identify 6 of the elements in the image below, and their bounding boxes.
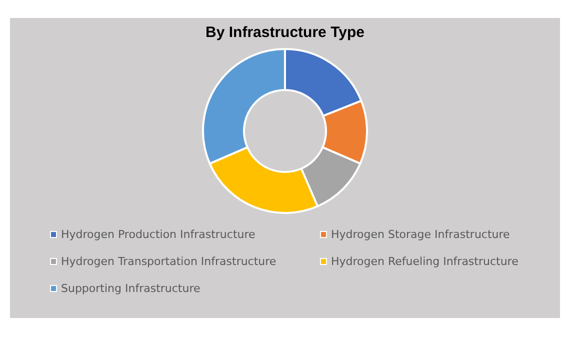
chart-title: By Infrastructure Type: [206, 24, 364, 42]
legend-label: Hydrogen Production Infrastructure: [61, 228, 256, 241]
legend-label: Supporting Infrastructure: [61, 282, 200, 295]
legend-label: Hydrogen Storage Infrastructure: [331, 228, 510, 241]
legend-label: Hydrogen Refueling Infrastructure: [331, 255, 518, 268]
legend-label: Hydrogen Transportation Infrastructure: [61, 255, 276, 268]
